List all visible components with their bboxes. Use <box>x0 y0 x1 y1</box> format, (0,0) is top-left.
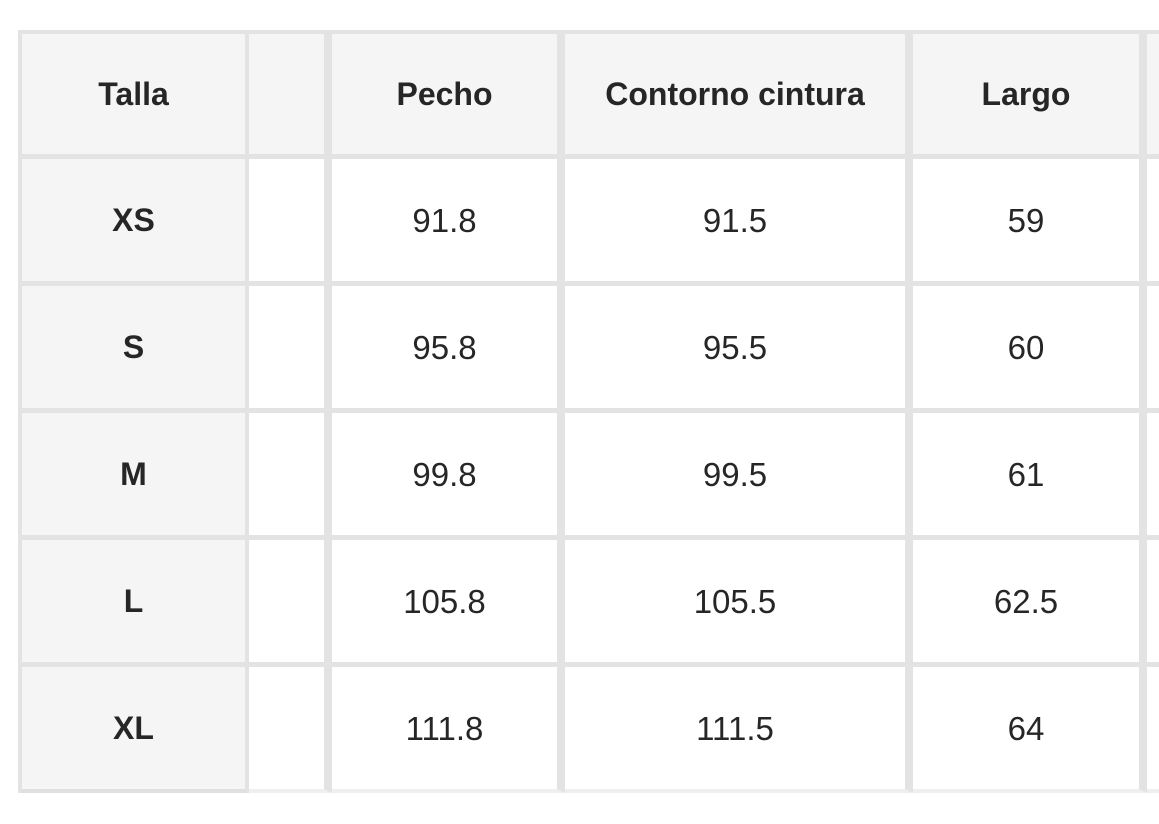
col-header-pecho: Pecho <box>332 34 565 159</box>
spacer-cell <box>249 159 332 286</box>
value-cell-contorno: 91.5 <box>565 159 913 286</box>
spacer-cell <box>249 286 332 413</box>
spacer-cell <box>249 540 332 667</box>
size-cell-l: L <box>22 540 249 667</box>
size-cell-s: S <box>22 286 249 413</box>
value-cell-contorno: 111.5 <box>565 667 913 793</box>
value-cell-largo: 61 <box>913 413 1147 540</box>
col-header-next-partial <box>1147 34 1159 159</box>
value-cell-pecho: 91.8 <box>332 159 565 286</box>
spacer-cell <box>249 413 332 540</box>
size-chart-table: Talla Pecho Contorno cintura Largo XS 91… <box>22 34 1159 793</box>
size-cell-xl: XL <box>22 667 249 793</box>
partial-cell <box>1147 159 1159 286</box>
value-cell-contorno: 99.5 <box>565 413 913 540</box>
partial-cell <box>1147 286 1159 413</box>
value-cell-pecho: 99.8 <box>332 413 565 540</box>
partial-cell <box>1147 667 1159 793</box>
col-header-largo: Largo <box>913 34 1147 159</box>
value-cell-contorno: 95.5 <box>565 286 913 413</box>
value-cell-largo: 60 <box>913 286 1147 413</box>
partial-cell <box>1147 540 1159 667</box>
value-cell-largo: 64 <box>913 667 1147 793</box>
value-cell-largo: 62.5 <box>913 540 1147 667</box>
value-cell-pecho: 105.8 <box>332 540 565 667</box>
col-header-contorno-cintura: Contorno cintura <box>565 34 913 159</box>
size-chart-scroll-viewport[interactable]: Talla Pecho Contorno cintura Largo XS 91… <box>18 30 1159 793</box>
size-cell-xs: XS <box>22 159 249 286</box>
spacer-cell <box>249 667 332 793</box>
col-header-talla: Talla <box>22 34 249 159</box>
value-cell-largo: 59 <box>913 159 1147 286</box>
col-header-spacer <box>249 34 332 159</box>
value-cell-pecho: 95.8 <box>332 286 565 413</box>
value-cell-pecho: 111.8 <box>332 667 565 793</box>
partial-cell <box>1147 413 1159 540</box>
size-cell-m: M <box>22 413 249 540</box>
value-cell-contorno: 105.5 <box>565 540 913 667</box>
